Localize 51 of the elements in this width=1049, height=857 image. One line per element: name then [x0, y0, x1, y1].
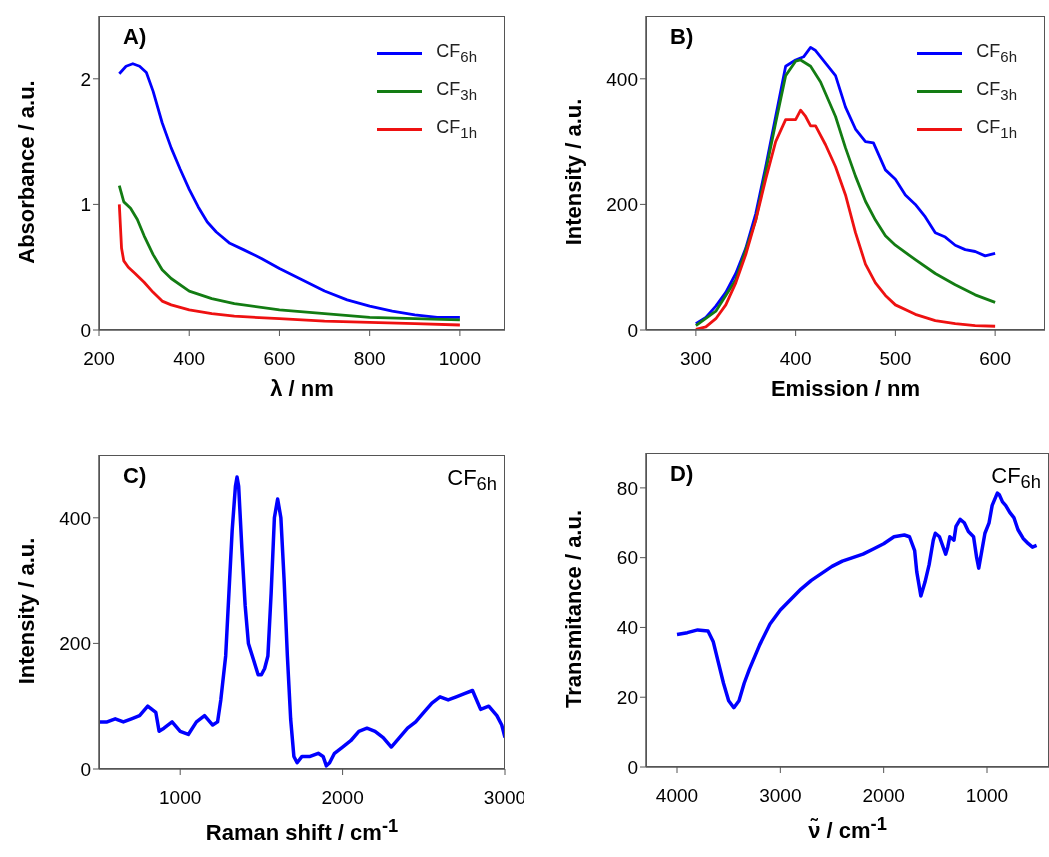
y-axis-title: Intensity / a.u.	[14, 536, 40, 687]
x-tick-label: 800	[353, 348, 386, 370]
y-tick-label: 2	[80, 68, 91, 90]
y-axis-title: Transmitance / a.u.	[561, 508, 587, 711]
text: CF$_{6h}$	[447, 465, 497, 496]
y-tick-label: 0	[80, 319, 91, 341]
x-tick-label: 3000	[759, 785, 802, 807]
series-label: CF$_{6h}$	[991, 463, 1041, 494]
y-tick-label: 60	[616, 547, 638, 569]
x-tick-label: 2000	[321, 787, 364, 809]
x-tick-label: 1000	[159, 787, 202, 809]
chart-title: B)	[670, 24, 694, 50]
line-series	[117, 203, 462, 327]
legend-label: CF$_{3h}$	[436, 79, 477, 103]
y-tick-label: 400	[606, 68, 638, 90]
chart-title: D)	[670, 461, 694, 487]
y-tick-label: 0	[627, 756, 638, 778]
legend-label: CF$_{3h}$	[976, 79, 1017, 103]
y-tick-label: 0	[80, 758, 91, 780]
line-series	[675, 491, 1039, 710]
x-tick-label: 600	[263, 348, 296, 370]
legend-label: CF$_{1h}$	[436, 117, 477, 141]
x-tick-label: 400	[779, 348, 812, 370]
x-axis-title: λ / nm	[269, 376, 335, 402]
x-axis-title: Raman shift / cm$^{-1}$	[204, 815, 400, 847]
y-tick-label: 400	[59, 507, 91, 529]
x-tick-label: 4000	[655, 785, 699, 807]
y-tick-label: 1	[80, 194, 91, 216]
x-axis-title: ν̃ / cm$^{-1}$	[807, 813, 888, 845]
chart-title: C)	[123, 463, 147, 489]
x-tick-label: 1000	[438, 348, 482, 370]
y-tick-label: 0	[627, 319, 638, 341]
x-tick-label: 2000	[862, 785, 905, 807]
x-tick-label: 500	[879, 348, 912, 370]
y-tick-label: 200	[59, 633, 91, 655]
y-tick-label: 20	[616, 686, 638, 708]
legend-label: CF$_{1h}$	[976, 117, 1017, 141]
y-tick-label: 80	[616, 477, 638, 499]
chart-title: A)	[123, 24, 147, 50]
y-axis-title: Intensity / a.u.	[561, 97, 587, 248]
line-series	[117, 184, 462, 322]
x-tick-label: 1000	[965, 785, 1009, 807]
x-tick-label: 600	[979, 348, 1011, 370]
legend-label: CF$_{6h}$	[976, 41, 1017, 65]
x-axis-title: Emission / nm	[769, 376, 922, 402]
legend-label: CF$_{6h}$	[436, 41, 477, 65]
x-tick-label: 300	[680, 348, 712, 370]
y-tick-label: 200	[606, 194, 638, 216]
y-tick-label: 40	[616, 617, 638, 639]
y-axis-title: Absorbance / a.u.	[14, 79, 40, 266]
x-tick-label: 400	[173, 348, 206, 370]
